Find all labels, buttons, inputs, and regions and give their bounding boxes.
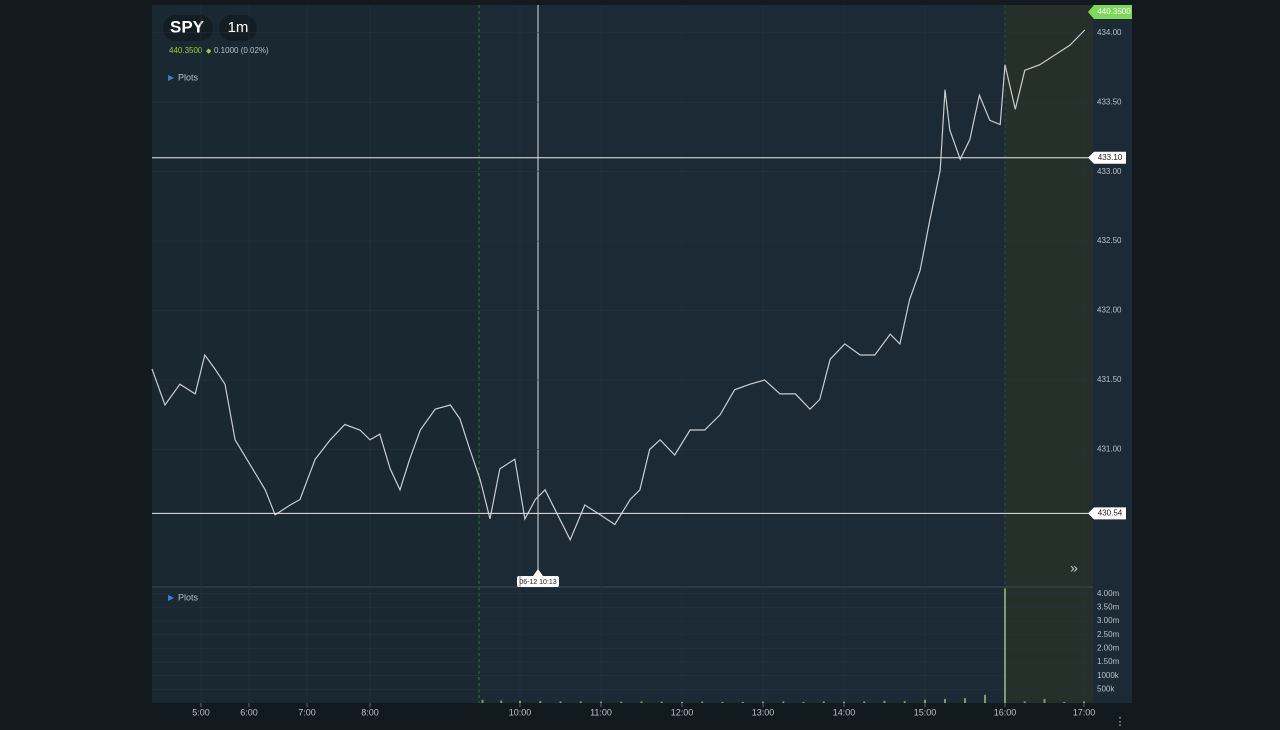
volume-bar	[863, 701, 866, 703]
y-tick-label: 500k	[1097, 684, 1115, 693]
x-tick-label: 14:00	[833, 707, 856, 717]
y-tick-label: 432.50	[1097, 236, 1122, 245]
volume-bar	[741, 701, 744, 703]
y-tick-label: 3.50m	[1097, 603, 1120, 612]
x-tick-label: 13:00	[752, 707, 775, 717]
volume-bar	[620, 701, 623, 703]
y-tick-label: 432.00	[1097, 306, 1122, 315]
interval-pill[interactable]	[219, 15, 257, 41]
last-price-tag	[1088, 5, 1132, 19]
x-tick-label: 5:00	[192, 707, 210, 717]
volume-bar	[500, 700, 503, 703]
volume-bar	[701, 701, 704, 703]
x-tick-label: 8:00	[361, 707, 379, 717]
y-tick-label: 431.50	[1097, 375, 1122, 384]
volume-bar	[762, 701, 764, 703]
volume-bar	[843, 701, 845, 703]
volume-bar	[1043, 698, 1046, 703]
y-tick-label: 433.50	[1097, 97, 1122, 106]
y-tick-label: 1000k	[1097, 671, 1120, 680]
crosshair-label: 06-12 10:13	[519, 579, 556, 586]
plots-toggle[interactable]: ▶	[168, 73, 175, 82]
volume-bar	[1063, 701, 1066, 703]
volume-bar	[924, 699, 926, 703]
crosshair-pointer	[533, 569, 543, 576]
price-level-tag	[1088, 151, 1126, 164]
volume-bar	[944, 698, 946, 703]
y-tick-label: 434.00	[1097, 28, 1122, 37]
plots-label[interactable]: Plots	[178, 72, 199, 82]
symbol[interactable]: SPY	[170, 17, 205, 36]
x-tick-label: 6:00	[240, 707, 258, 717]
y-tick-label: 3.00m	[1097, 616, 1120, 625]
afterhours-bg	[1005, 5, 1093, 703]
volume-bar	[782, 701, 785, 703]
price-line	[151, 29, 1086, 542]
price-change: 0.1000 (0.02%)	[214, 46, 269, 55]
volume-bar	[984, 694, 986, 703]
last-price: 440.3500	[169, 46, 203, 55]
menu[interactable]: ⋮	[1115, 716, 1126, 728]
y-tick-label: 4.00m	[1097, 589, 1120, 598]
volume-bar	[964, 698, 966, 703]
x-tick-label: 10:00	[509, 707, 532, 717]
volume-bar	[579, 701, 582, 703]
volume-bar	[539, 701, 542, 703]
volume-bar	[1083, 701, 1085, 703]
price-level-label: 430.54	[1098, 508, 1123, 517]
y-tick-label: 433.00	[1097, 167, 1122, 176]
y-tick-label: 2.00m	[1097, 644, 1120, 653]
x-tick-label: 11:00	[590, 707, 612, 717]
price-level-label: 433.10	[1098, 153, 1123, 162]
volume-bar	[481, 699, 484, 703]
volume-bar	[660, 701, 663, 703]
symbol-pill[interactable]	[163, 15, 213, 41]
x-tick-label: 17:00	[1073, 707, 1096, 717]
last-price-tag-label: 440.3500	[1097, 7, 1131, 16]
volume-bar	[802, 701, 805, 703]
interval[interactable]: 1m	[228, 19, 249, 36]
volume-bar	[883, 700, 886, 703]
volume-bar	[681, 701, 683, 703]
scroll-right[interactable]: »	[1070, 560, 1078, 576]
price-level-tag	[1088, 507, 1126, 520]
plots-label[interactable]: Plots	[178, 592, 199, 602]
volume-bar	[1004, 588, 1006, 703]
volume-bar	[600, 701, 602, 703]
volume-bar	[640, 701, 643, 703]
change-icon: ◆	[206, 48, 212, 55]
volume-bar	[822, 701, 825, 703]
x-tick-label: 16:00	[994, 707, 1017, 717]
crosshair-tag	[517, 576, 559, 587]
volume-bar	[721, 701, 724, 703]
x-tick-label: 7:00	[298, 707, 316, 717]
volume-bar	[559, 701, 562, 703]
y-tick-label: 431.00	[1097, 445, 1122, 454]
price-axis-bg	[1093, 5, 1132, 703]
x-tick-label: 12:00	[671, 707, 694, 717]
volume-bar	[903, 701, 906, 703]
x-tick-label: 15:00	[914, 707, 937, 717]
plots-toggle[interactable]: ▶	[168, 593, 175, 602]
y-tick-label: 2.50m	[1097, 630, 1120, 639]
y-tick-label: 1.50m	[1097, 657, 1120, 666]
volume-bar	[1023, 701, 1026, 703]
volume-bar	[519, 700, 521, 703]
